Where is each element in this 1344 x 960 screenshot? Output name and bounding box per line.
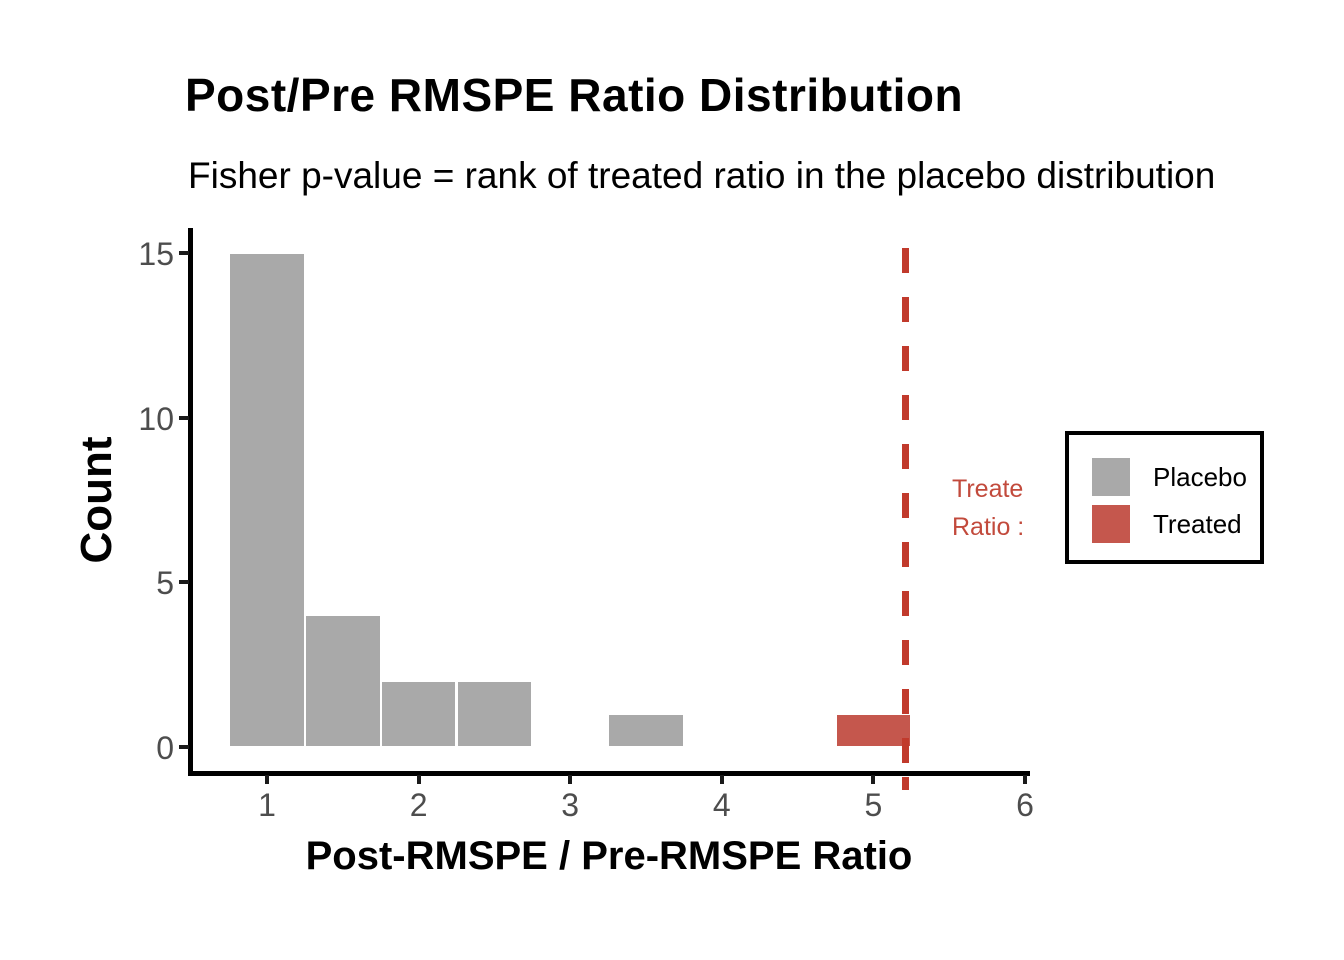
y-tick-label: 10 — [138, 400, 174, 437]
x-tick-mark — [265, 775, 269, 784]
x-tick-label: 3 — [561, 787, 580, 823]
x-tick-label: 2 — [409, 787, 428, 823]
legend-label-placebo: Placebo — [1153, 461, 1247, 492]
y-tick-label: 0 — [156, 730, 174, 766]
y-tick-mark — [179, 745, 189, 749]
chart-title: Post/Pre RMSPE Ratio Distribution — [185, 69, 964, 121]
x-tick-mark — [871, 775, 876, 784]
treated-ratio-annotation: Treate Ratio : — [952, 470, 1038, 546]
treated-ratio-dashed-line — [901, 224, 909, 770]
y-tick-mark — [179, 250, 189, 255]
x-tick-mark — [568, 775, 573, 784]
x-axis-line — [188, 771, 1030, 776]
histogram-bar-placebo — [456, 681, 533, 747]
histogram-bar-placebo — [380, 681, 457, 747]
annotation-line2: Ratio : — [952, 513, 1025, 541]
legend-row-treated: Treated — [1092, 505, 1242, 543]
histogram-bar-placebo — [229, 252, 305, 747]
y-axis-line — [188, 228, 193, 775]
histogram-bar-treated — [835, 714, 912, 747]
y-tick-label: 5 — [156, 565, 174, 602]
x-tick-mark — [1023, 775, 1027, 784]
histogram-bar-placebo — [304, 615, 381, 747]
placebo-swatch — [1092, 458, 1130, 496]
annotation-line1: Treate — [952, 475, 1024, 503]
histogram-bar-placebo — [608, 714, 684, 747]
y-tick-label: 15 — [138, 235, 174, 272]
legend: Placebo Treated — [1065, 431, 1264, 564]
x-tick-label: 6 — [1016, 787, 1034, 823]
legend-label-treated: Treated — [1153, 508, 1242, 539]
y-tick-mark — [179, 580, 189, 585]
legend-row-placebo: Placebo — [1092, 458, 1247, 496]
treated-ratio-line-foot — [901, 776, 909, 790]
x-tick-mark — [416, 775, 421, 784]
x-tick-label: 1 — [258, 787, 276, 823]
x-axis-title: Post-RMSPE / Pre-RMSPE Ratio — [305, 834, 913, 878]
y-axis-title: Count — [72, 436, 121, 564]
treated-swatch — [1092, 505, 1130, 543]
x-tick-mark — [719, 775, 724, 784]
x-tick-label: 5 — [864, 787, 883, 823]
y-tick-mark — [179, 415, 189, 420]
chart-subtitle: Fisher p-value = rank of treated ratio i… — [188, 155, 1216, 196]
x-tick-label: 4 — [712, 787, 731, 823]
